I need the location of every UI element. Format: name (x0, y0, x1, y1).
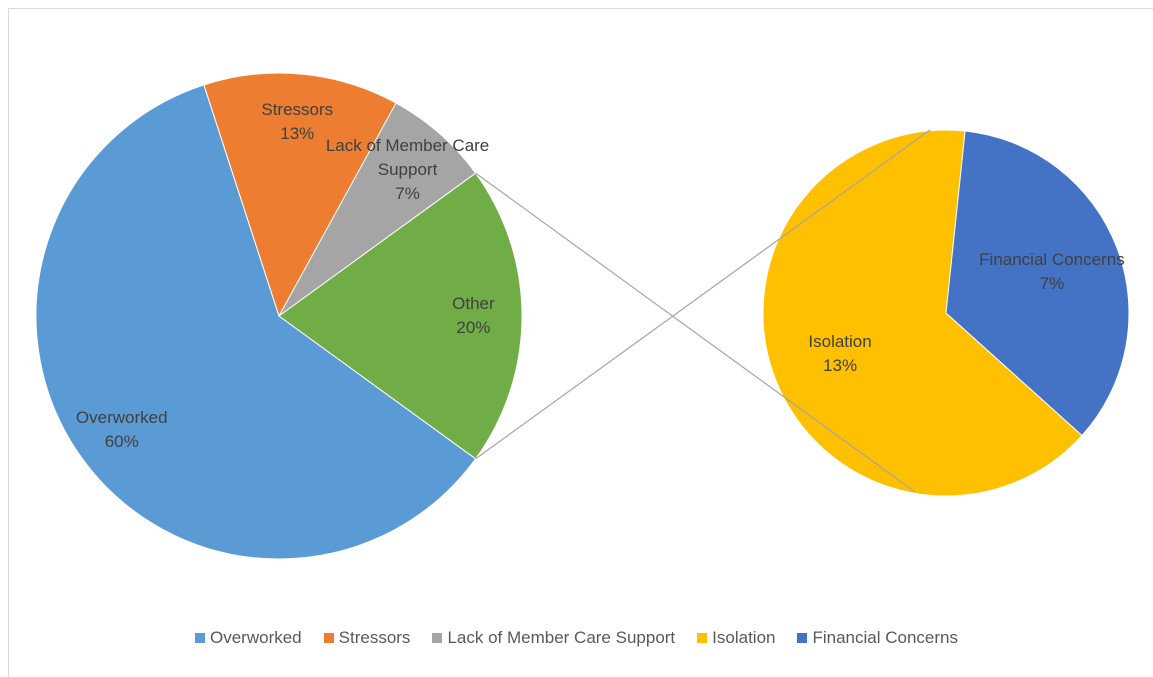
legend-swatch (195, 633, 205, 643)
connector-line (475, 172, 916, 493)
legend-item: Isolation (697, 628, 775, 648)
slice-value: 7% (395, 184, 420, 204)
data-label: Isolation 13% (730, 330, 950, 378)
legend-item: Financial Concerns (797, 628, 958, 648)
data-label: Lack of Member Care Support 7% (298, 134, 518, 206)
legend-item: Lack of Member Care Support (432, 628, 675, 648)
legend-label: Stressors (338, 628, 411, 647)
data-label: Overworked 60% (12, 406, 232, 454)
data-label: Other 20% (363, 292, 583, 340)
connector-line (475, 129, 931, 460)
pie-slice (203, 72, 397, 318)
slice-value: 7% (1039, 274, 1065, 294)
legend-item: Overworked (195, 628, 302, 648)
slice-value: 13% (823, 355, 858, 375)
data-label: Stressors 13% (187, 98, 407, 146)
slice-name: Lack of Member Care Support (325, 136, 490, 180)
pie-slice (945, 130, 1130, 437)
slice-value: 13% (280, 124, 315, 144)
legend-item: Stressors (323, 628, 411, 648)
slice-name: Financial Concerns (979, 250, 1125, 270)
slice-name: Other (452, 294, 495, 313)
slice-value: 20% (456, 318, 491, 337)
pie-slice (762, 129, 1083, 497)
data-label: Financial Concerns 7% (942, 248, 1153, 296)
chart-border (8, 8, 1153, 677)
legend-label: Financial Concerns (812, 628, 958, 647)
legend-swatch (797, 633, 808, 643)
pie-slice (278, 172, 523, 460)
slice-name: Stressors (261, 100, 334, 120)
slice-name: Overworked (75, 408, 168, 428)
legend: Overworked Stressors Lack of Member Care S… (0, 628, 1153, 648)
legend-swatch (432, 633, 443, 643)
slice-name: Isolation (808, 331, 872, 351)
pie-slice (35, 84, 477, 560)
slice-value: 60% (104, 432, 139, 452)
legend-label: Isolation (712, 628, 776, 647)
legend-label: Overworked (210, 628, 302, 647)
legend-label: Lack of Member Care Support (447, 628, 676, 647)
legend-swatch (697, 633, 708, 643)
pie-slice (278, 102, 477, 317)
legend-swatch (323, 633, 334, 643)
